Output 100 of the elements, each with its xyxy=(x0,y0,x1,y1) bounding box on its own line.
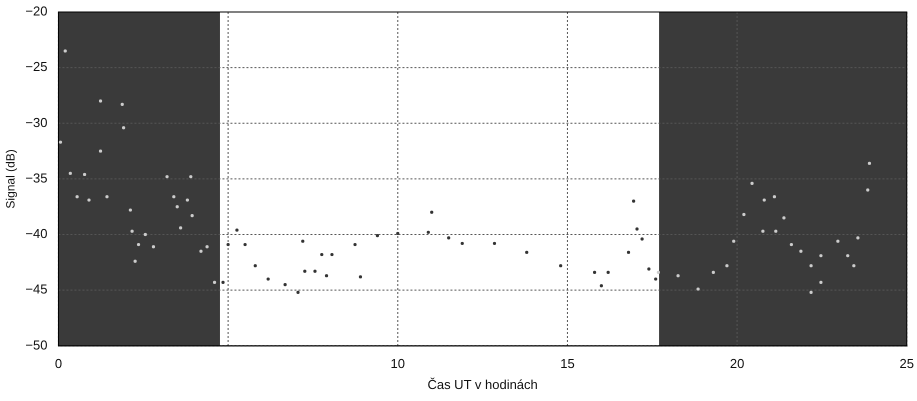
point xyxy=(64,49,67,53)
point xyxy=(676,274,680,278)
point xyxy=(852,264,856,268)
point xyxy=(725,264,729,268)
point xyxy=(144,232,147,236)
y-tick-label: −40 xyxy=(25,226,48,242)
point xyxy=(559,264,562,268)
point xyxy=(313,270,317,273)
point xyxy=(303,270,306,273)
point xyxy=(525,250,528,254)
point xyxy=(774,230,778,233)
point xyxy=(799,250,802,253)
point xyxy=(750,182,754,185)
point xyxy=(98,149,102,153)
point xyxy=(868,162,872,165)
x-tick-label: 0 xyxy=(54,356,62,372)
point xyxy=(235,228,239,232)
point xyxy=(82,172,86,176)
point xyxy=(782,216,786,220)
y-tick-label: −45 xyxy=(25,282,48,297)
point xyxy=(376,234,380,238)
point xyxy=(856,236,860,240)
point xyxy=(696,287,700,291)
point xyxy=(120,102,124,106)
point xyxy=(426,230,430,234)
point xyxy=(134,260,137,263)
point xyxy=(165,175,169,178)
point xyxy=(58,140,62,144)
point xyxy=(819,254,823,258)
y-axis-title: Signal (dB) xyxy=(4,149,18,209)
point xyxy=(836,240,840,243)
point xyxy=(447,236,450,240)
point xyxy=(105,195,109,198)
point xyxy=(152,245,156,248)
point xyxy=(266,277,270,281)
point xyxy=(732,240,736,243)
point xyxy=(358,275,362,278)
point xyxy=(136,242,140,246)
point xyxy=(205,245,209,248)
x-tick-label: 25 xyxy=(900,356,914,372)
point xyxy=(324,274,328,278)
point xyxy=(186,198,189,202)
point xyxy=(866,188,870,192)
point xyxy=(243,242,247,246)
point xyxy=(492,242,496,246)
point xyxy=(635,227,639,231)
point xyxy=(87,198,91,202)
point xyxy=(712,270,715,274)
y-tick-label: −50 xyxy=(25,337,48,352)
point xyxy=(761,230,764,233)
point xyxy=(772,195,776,198)
x-tick-label: 10 xyxy=(390,356,406,372)
point xyxy=(301,240,304,243)
y-tick-label: −25 xyxy=(25,59,48,74)
point xyxy=(640,237,644,241)
x-axis-title: Čas UT v hodinách xyxy=(427,376,538,392)
point xyxy=(172,195,176,198)
point xyxy=(330,252,334,256)
point xyxy=(762,198,766,202)
point xyxy=(254,264,257,268)
point xyxy=(809,290,813,294)
x-tick-label: 20 xyxy=(730,356,744,372)
point xyxy=(190,214,194,218)
point xyxy=(790,242,793,246)
point xyxy=(353,242,357,246)
point xyxy=(846,254,850,258)
point xyxy=(396,232,400,236)
point xyxy=(647,267,650,271)
point xyxy=(122,126,126,130)
point xyxy=(600,284,603,288)
point xyxy=(189,175,192,178)
point xyxy=(221,280,225,284)
point xyxy=(68,172,72,175)
point xyxy=(296,290,300,294)
point xyxy=(176,205,179,208)
point xyxy=(179,226,182,230)
point xyxy=(606,270,610,274)
point xyxy=(656,270,660,274)
point xyxy=(819,280,823,284)
y-tick-label: −30 xyxy=(25,114,48,130)
point xyxy=(592,270,596,274)
x-tick-label: 15 xyxy=(560,356,575,372)
point xyxy=(76,195,79,198)
y-tick-label: −35 xyxy=(25,170,48,186)
point xyxy=(128,208,132,212)
point xyxy=(430,210,434,214)
point xyxy=(632,200,636,203)
point xyxy=(460,242,464,246)
point xyxy=(654,277,658,281)
point xyxy=(626,250,630,254)
y-tick-label: −20 xyxy=(25,4,48,19)
point xyxy=(742,212,746,216)
point xyxy=(809,264,813,268)
point xyxy=(212,280,216,284)
point xyxy=(98,99,102,103)
point xyxy=(226,242,230,246)
point xyxy=(284,283,287,286)
point xyxy=(320,252,324,256)
point xyxy=(130,230,134,233)
point xyxy=(199,250,203,253)
